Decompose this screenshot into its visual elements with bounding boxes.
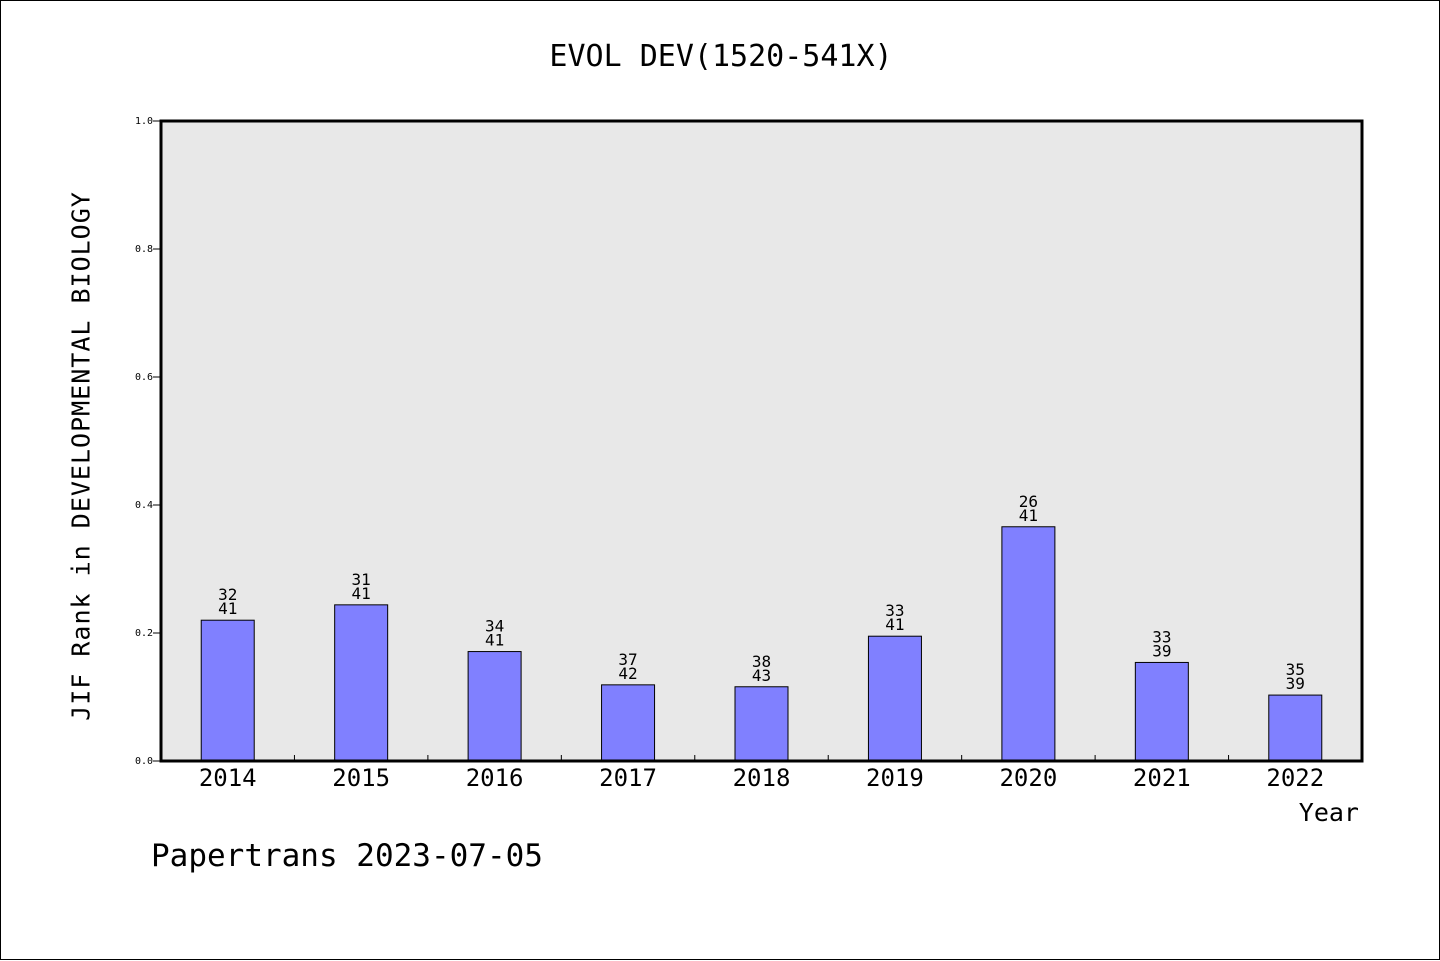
bar [734,686,789,762]
bar-label-rank: 26 [1019,492,1038,511]
bar-label-total: 39 [1152,641,1171,660]
bar [200,619,255,762]
y-tick-label: 1.0 [135,116,153,127]
bar-label-rank: 31 [352,570,371,589]
bar-label-rank: 33 [885,601,904,620]
bar [601,684,656,762]
bar-label-rank: 38 [752,652,771,671]
bar-label-rank: 37 [618,650,637,669]
chart-title: EVOL DEV(1520-541X) [549,39,893,74]
y-tick-label: 0.6 [135,372,153,383]
bar-label-total: 41 [885,615,904,634]
footer-note: Papertrans 2023-07-05 [151,838,543,874]
bar-label-total: 41 [218,599,237,618]
bar-label-rank: 35 [1286,660,1305,679]
bar-label-rank: 34 [485,617,504,636]
bar [1134,661,1189,762]
y-tick-label: 0.2 [135,628,153,639]
x-tick-label: 2021 [1133,764,1191,792]
bar-label-total: 41 [352,584,371,603]
x-tick-label: 2019 [866,764,924,792]
bar-label-total: 43 [752,666,771,685]
bar-label-rank: 33 [1152,627,1171,646]
x-tick-label: 2017 [599,764,657,792]
x-tick-label: 2018 [733,764,791,792]
bar-label-total: 41 [485,631,504,650]
x-tick-label: 2020 [999,764,1057,792]
x-tick-label: 2022 [1266,764,1324,792]
y-tick-label: 0.4 [135,500,153,511]
y-tick-label: 0.8 [135,244,153,255]
bar [334,604,389,762]
y-tick-label: 0.0 [135,756,153,767]
bar [1268,694,1323,762]
x-tick-label: 2014 [199,764,257,792]
bar-label-total: 42 [618,664,637,683]
bar [467,651,522,762]
x-tick-label: 2016 [466,764,524,792]
bar-label-total: 41 [1019,506,1038,525]
x-axis-label: Year [1298,798,1359,827]
bar [867,635,922,762]
bar-label-total: 39 [1286,674,1305,693]
x-tick-label: 2015 [332,764,390,792]
plot-border [159,119,1364,763]
bar [1001,526,1056,762]
bar-label-rank: 32 [218,585,237,604]
